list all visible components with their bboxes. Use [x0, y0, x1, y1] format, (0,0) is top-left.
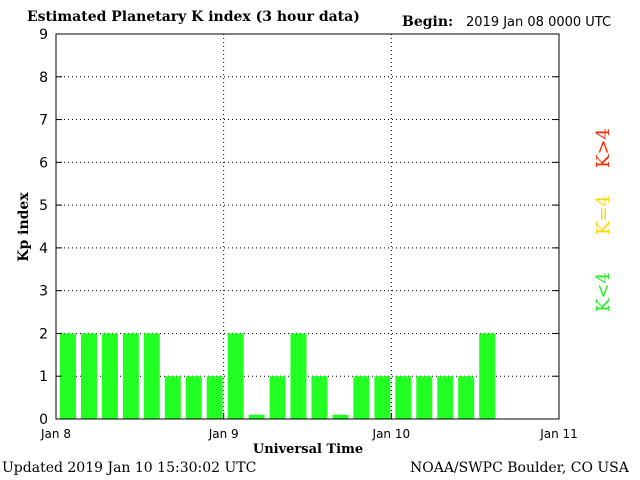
kp-bar [81, 333, 97, 419]
kp-bar [122, 333, 139, 419]
y-axis-label: Kp index [16, 192, 32, 262]
x-axis-label: Universal Time [253, 442, 363, 457]
y-tick-label: 7 [39, 113, 48, 129]
kp-bar [227, 333, 244, 419]
y-tick-label: 0 [39, 412, 48, 428]
kp-bar [269, 376, 286, 419]
begin-label: Begin: [402, 14, 454, 30]
y-tick-label: 1 [39, 369, 48, 385]
y-tick-label: 9 [39, 27, 48, 43]
x-tick-label: Jan 9 [208, 427, 239, 441]
kp-bar [458, 376, 475, 419]
kp-bar [374, 376, 391, 419]
x-tick-label: Jan 8 [40, 427, 71, 441]
kp-bar [185, 376, 202, 419]
begin-value: 2019 Jan 08 0000 UTC [466, 15, 612, 30]
kp-bar [164, 376, 181, 419]
kp-bar [206, 376, 223, 419]
y-tick-label: 2 [39, 326, 48, 342]
kp-bar [332, 414, 349, 419]
y-tick-label: 6 [39, 155, 48, 171]
legend-k-equal-4: K=4 [593, 195, 614, 235]
kp-bar [416, 376, 433, 419]
x-tick-label: Jan 11 [539, 427, 578, 441]
updated-timestamp: Updated 2019 Jan 10 15:30:02 UTC [2, 460, 257, 476]
kp-bar [143, 333, 160, 419]
y-tick-label: 8 [39, 70, 48, 86]
x-axis-ticks: Jan 8 Jan 9 Jan 10 Jan 11 [40, 413, 578, 441]
kp-bar [60, 333, 76, 419]
kp-bar [311, 376, 328, 419]
y-tick-label: 5 [39, 198, 48, 214]
y-tick-label: 3 [39, 284, 48, 300]
y-tick-label: 4 [39, 241, 48, 257]
kp-bar [290, 333, 307, 419]
kp-bar [248, 414, 265, 419]
kp-bar [437, 376, 454, 419]
kp-bar [353, 376, 370, 419]
chart-title: Estimated Planetary K index (3 hour data… [27, 9, 360, 25]
bars [60, 333, 496, 419]
grid-lines [56, 34, 559, 419]
y-axis-ticks: 0 1 2 3 4 5 6 7 8 9 [39, 27, 559, 428]
plot-frame [55, 33, 560, 420]
legend-k-greater-4: K>4 [593, 128, 614, 168]
source-credit: NOAA/SWPC Boulder, CO USA [410, 460, 629, 476]
kp-bar [395, 376, 412, 419]
kp-bar [101, 333, 118, 419]
kp-bar [479, 333, 496, 419]
x-tick-label: Jan 10 [372, 427, 411, 441]
legend-k-less-4: K<4 [593, 272, 614, 312]
